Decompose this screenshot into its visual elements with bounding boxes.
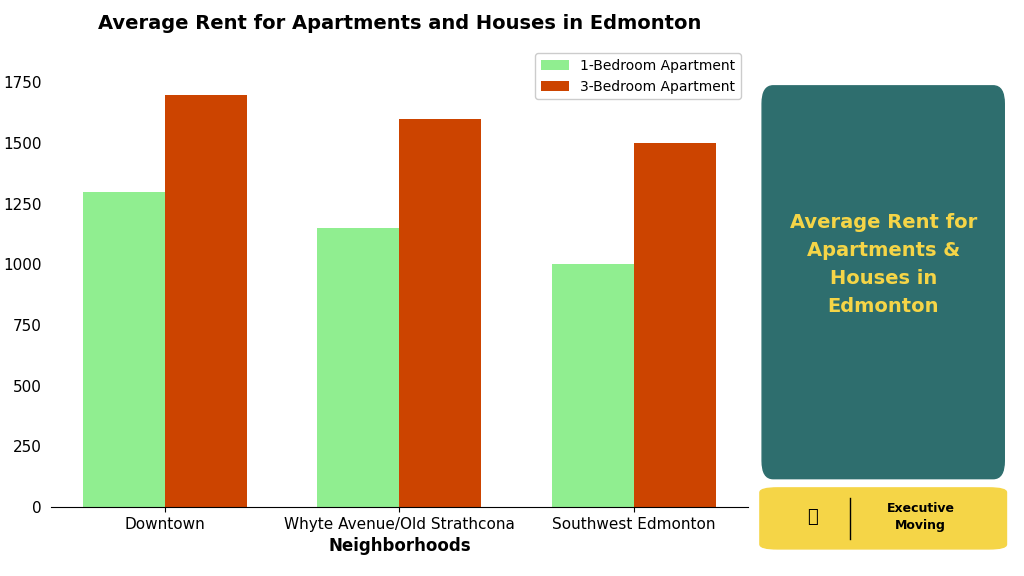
Text: 🚚: 🚚: [807, 508, 818, 526]
Bar: [317, 228, 399, 507]
FancyBboxPatch shape: [760, 488, 1007, 549]
Bar: [634, 143, 716, 507]
FancyBboxPatch shape: [762, 86, 1005, 479]
Bar: [552, 264, 634, 507]
Bar: [399, 119, 481, 507]
X-axis label: Neighborhoods: Neighborhoods: [328, 537, 471, 555]
Text: Average Rent for
Apartments &
Houses in
Edmonton: Average Rent for Apartments & Houses in …: [790, 213, 977, 316]
Bar: [165, 94, 247, 507]
Legend: 1-Bedroom Apartment, 3-Bedroom Apartment: 1-Bedroom Apartment, 3-Bedroom Apartment: [536, 53, 740, 99]
Text: Executive
Moving: Executive Moving: [887, 502, 954, 532]
Title: Average Rent for Apartments and Houses in Edmonton: Average Rent for Apartments and Houses i…: [97, 14, 701, 33]
Bar: [83, 192, 165, 507]
